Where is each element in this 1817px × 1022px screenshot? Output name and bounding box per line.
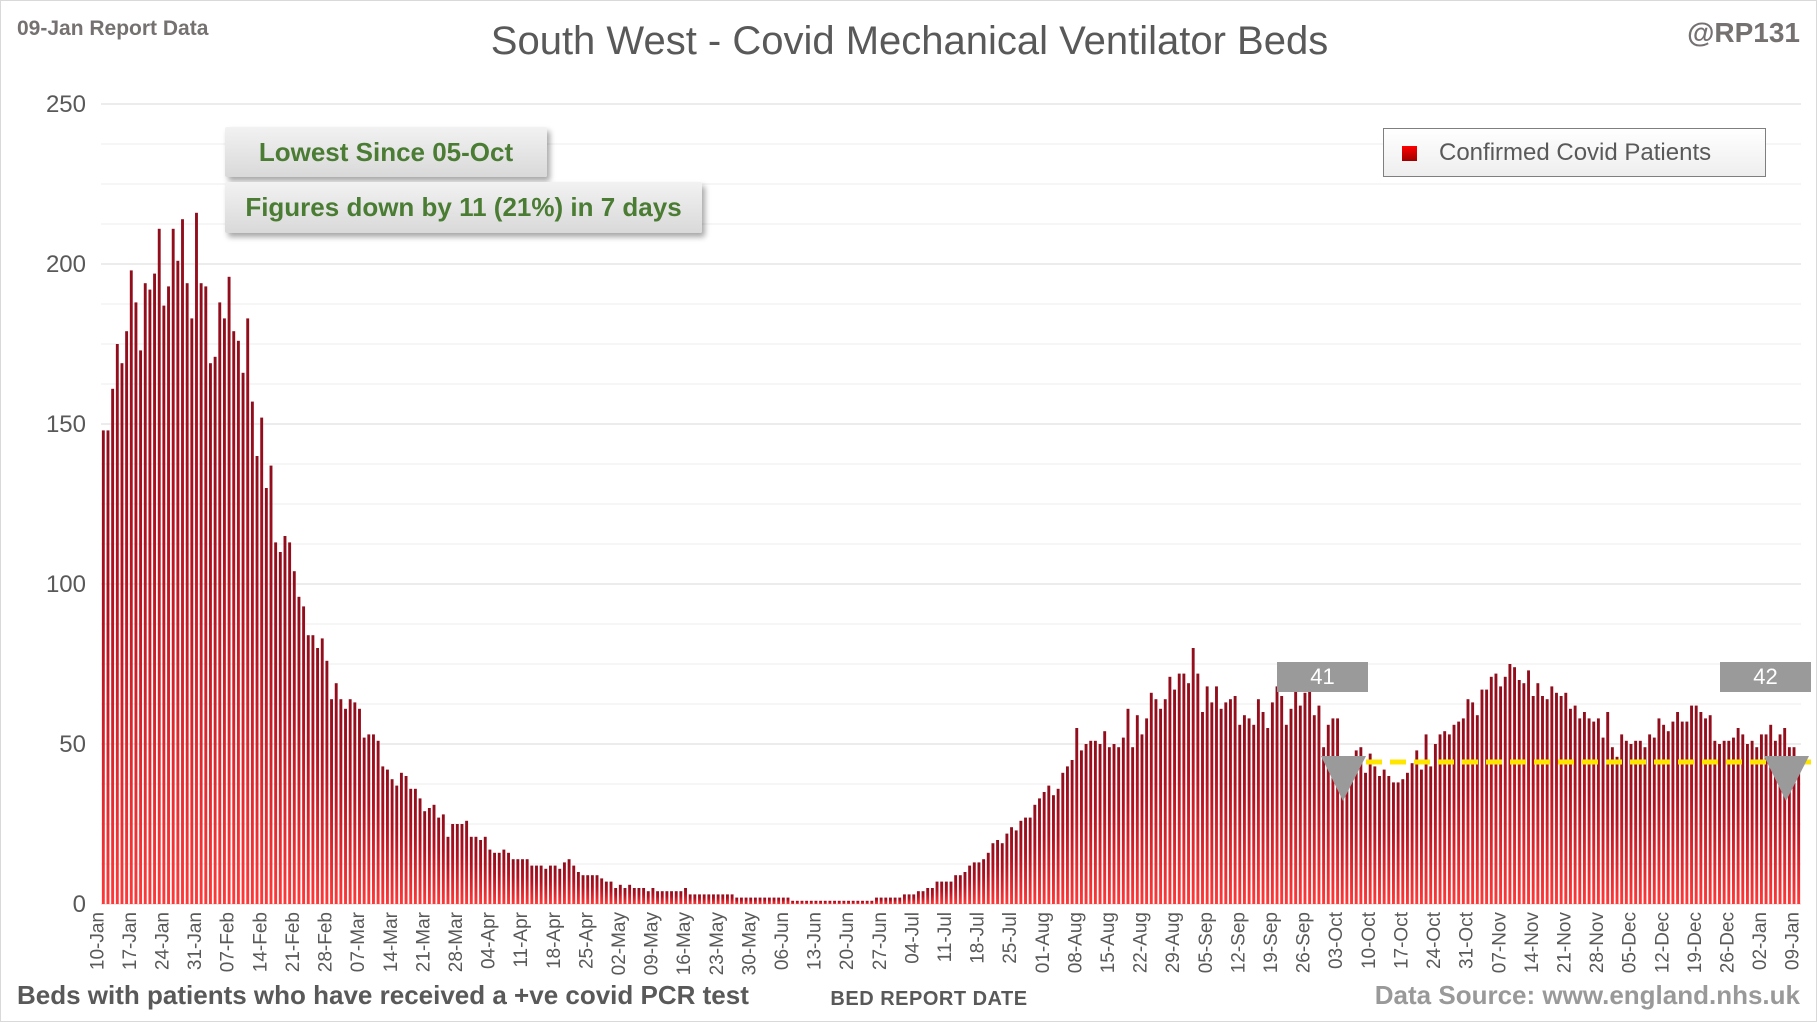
svg-text:0: 0 <box>73 891 86 918</box>
svg-text:06-Jun: 06-Jun <box>772 912 793 970</box>
svg-text:30-May: 30-May <box>739 912 760 976</box>
svg-text:14-Mar: 14-Mar <box>381 911 402 972</box>
svg-text:28-Feb: 28-Feb <box>316 912 337 972</box>
svg-text:02-Jan: 02-Jan <box>1750 912 1771 970</box>
svg-text:26-Dec: 26-Dec <box>1717 912 1738 973</box>
svg-text:07-Feb: 07-Feb <box>218 912 239 972</box>
svg-text:17-Jan: 17-Jan <box>120 912 141 970</box>
svg-text:15-Aug: 15-Aug <box>1098 912 1119 973</box>
svg-text:04-Jul: 04-Jul <box>902 912 923 964</box>
svg-text:21-Mar: 21-Mar <box>413 911 434 972</box>
svg-text:18-Apr: 18-Apr <box>544 911 565 969</box>
svg-text:01-Aug: 01-Aug <box>1033 912 1054 973</box>
svg-text:09-May: 09-May <box>642 912 663 976</box>
svg-text:31-Jan: 31-Jan <box>185 912 206 970</box>
svg-text:19-Dec: 19-Dec <box>1685 912 1706 973</box>
svg-text:50: 50 <box>59 731 86 758</box>
svg-text:25-Apr: 25-Apr <box>576 911 597 969</box>
svg-text:13-Jun: 13-Jun <box>805 912 826 970</box>
svg-text:03-Oct: 03-Oct <box>1326 911 1347 969</box>
svg-text:10-Jan: 10-Jan <box>87 912 108 970</box>
svg-text:11-Apr: 11-Apr <box>511 911 532 967</box>
svg-text:27-Jun: 27-Jun <box>870 912 891 970</box>
svg-text:14-Feb: 14-Feb <box>250 912 271 972</box>
svg-text:14-Nov: 14-Nov <box>1522 912 1543 974</box>
svg-text:19-Sep: 19-Sep <box>1261 912 1282 973</box>
svg-text:09-Jan: 09-Jan <box>1783 912 1804 970</box>
svg-text:05-Sep: 05-Sep <box>1196 912 1217 973</box>
svg-text:21-Feb: 21-Feb <box>283 912 304 972</box>
svg-text:250: 250 <box>46 91 86 118</box>
svg-text:26-Sep: 26-Sep <box>1294 912 1315 973</box>
svg-text:16-May: 16-May <box>674 912 695 976</box>
svg-text:23-May: 23-May <box>707 912 728 976</box>
svg-text:24-Jan: 24-Jan <box>153 912 174 970</box>
svg-text:08-Aug: 08-Aug <box>1065 912 1086 973</box>
svg-text:22-Aug: 22-Aug <box>1131 912 1152 973</box>
svg-text:24-Oct: 24-Oct <box>1424 911 1445 969</box>
svg-text:29-Aug: 29-Aug <box>1163 912 1184 973</box>
svg-text:04-Apr: 04-Apr <box>479 911 500 969</box>
svg-text:21-Nov: 21-Nov <box>1554 912 1575 974</box>
svg-text:10-Oct: 10-Oct <box>1359 911 1380 969</box>
svg-text:11-Jul: 11-Jul <box>935 912 956 962</box>
svg-text:17-Oct: 17-Oct <box>1391 911 1412 969</box>
svg-text:07-Nov: 07-Nov <box>1489 912 1510 974</box>
svg-text:02-May: 02-May <box>609 912 630 976</box>
svg-text:20-Jun: 20-Jun <box>837 912 858 970</box>
svg-text:100: 100 <box>46 571 86 598</box>
svg-text:12-Dec: 12-Dec <box>1652 912 1673 973</box>
svg-text:05-Dec: 05-Dec <box>1620 912 1641 973</box>
svg-text:28-Nov: 28-Nov <box>1587 912 1608 974</box>
svg-text:200: 200 <box>46 251 86 278</box>
svg-text:07-Mar: 07-Mar <box>348 911 369 972</box>
svg-text:150: 150 <box>46 411 86 438</box>
svg-text:31-Oct: 31-Oct <box>1457 911 1478 969</box>
svg-text:12-Sep: 12-Sep <box>1228 912 1249 973</box>
svg-text:25-Jul: 25-Jul <box>1000 912 1021 964</box>
svg-text:28-Mar: 28-Mar <box>446 911 467 972</box>
svg-text:18-Jul: 18-Jul <box>968 912 989 964</box>
